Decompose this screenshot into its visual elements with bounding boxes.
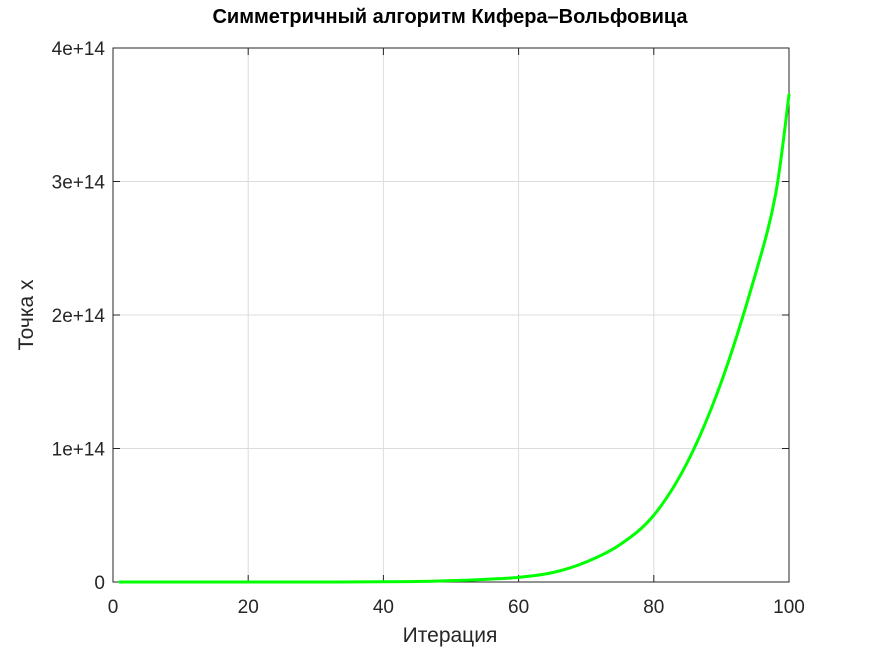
y-tick-label: 3e+14 (52, 173, 106, 194)
x-tick-label: 0 (108, 597, 119, 618)
y-tick-label: 1e+14 (52, 440, 106, 461)
x-tick-label: 80 (643, 597, 664, 618)
x-tick-label: 60 (508, 597, 529, 618)
x-tick-labels: 0 20 40 60 80 100 (108, 597, 805, 618)
y-tick-labels: 0 1e+14 2e+14 3e+14 4e+14 (52, 39, 106, 594)
x-tick-label: 20 (238, 597, 259, 618)
grid (113, 48, 789, 582)
x-tick-label: 100 (773, 597, 805, 618)
series-line (118, 93, 791, 584)
y-axis-label: Точка x (15, 279, 38, 351)
chart-title: Симметричный алгоритм Кифера–Вольфовица (212, 6, 688, 28)
x-tick-label: 40 (373, 597, 394, 618)
x-axis-label: Итерация (403, 624, 498, 647)
y-tick-label: 4e+14 (52, 39, 106, 60)
series-layer (118, 93, 791, 584)
y-tick-label: 2e+14 (52, 306, 106, 327)
y-tick-label: 0 (94, 573, 105, 594)
